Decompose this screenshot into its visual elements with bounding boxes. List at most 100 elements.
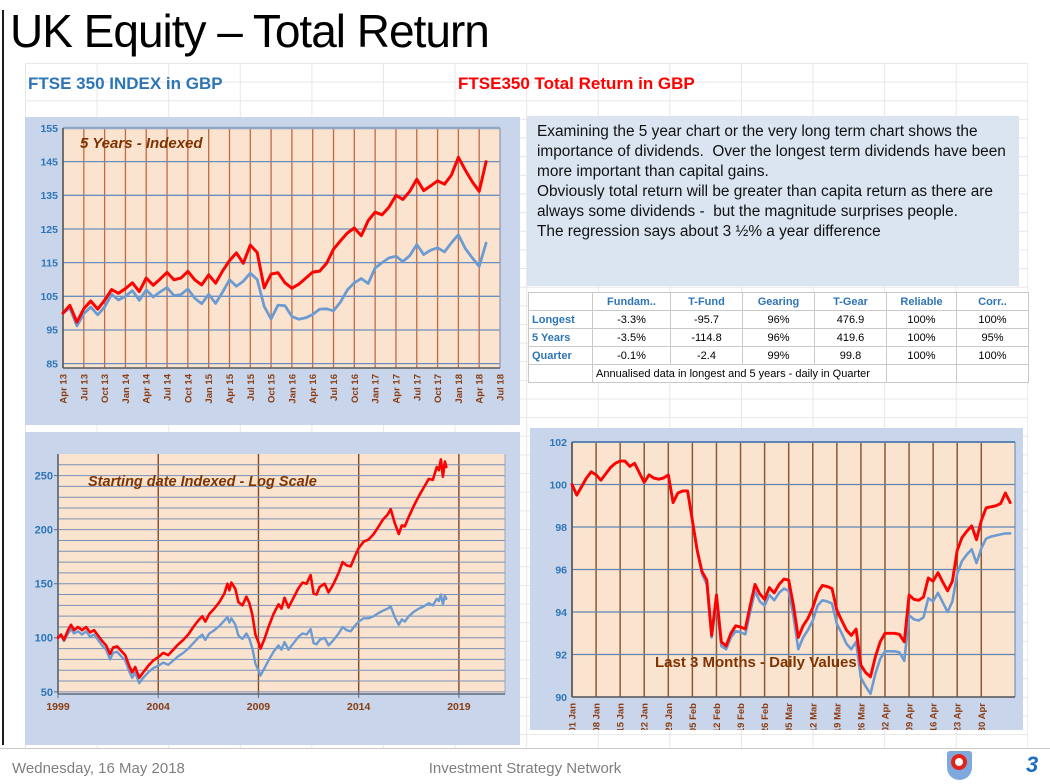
x-tick-label: 2004	[147, 701, 171, 713]
y-tick-label: 125	[40, 224, 58, 236]
x-tick-label: 2019	[447, 701, 471, 713]
stats-header-cell	[528, 292, 593, 311]
stats-value-cell: 100%	[956, 310, 1029, 329]
stats-value-cell: 96%	[742, 310, 815, 329]
x-tick-label: Jul 14	[163, 373, 174, 401]
network-logo-icon	[947, 751, 972, 780]
chart-svg-last-3-months: 90 92 94 96 98 100 102 01 Jan 08 Jan 15 Jan 22 Jan…	[549, 437, 1016, 730]
stats-value-cell: -2.4	[670, 346, 743, 365]
stats-row-label: 5 Years	[528, 328, 593, 347]
x-tick-label: 23 Apr	[953, 703, 964, 730]
footer-org-name: Investment Strategy Network	[428, 760, 622, 777]
x-tick-label: 08 Jan	[592, 703, 603, 730]
x-tick-label: 26 Mar	[856, 703, 867, 730]
y-tick-label: 94	[555, 607, 567, 619]
stats-table-body: Longest -3.3% -95.7 96% 476.9 100% 100% 5 Years…	[528, 310, 1029, 383]
y-tick-label: 145	[40, 156, 58, 168]
stats-value-cell: -3.3%	[592, 310, 671, 329]
y-tick-label: 135	[40, 190, 58, 202]
x-tick-label: 09 Apr	[905, 703, 916, 730]
stats-value-cell: -3.5%	[592, 328, 671, 347]
x-tick-label: Jul 15	[246, 373, 257, 401]
stats-note: Annualised data in longest and 5 years -…	[592, 364, 887, 383]
x-tick-label: 16 Apr	[929, 703, 940, 730]
commentary-text: Examining the 5 year chart or the very l…	[527, 116, 1019, 286]
chart-five-years-panel: 5 Years - Indexed 85 95 105 115 125 135 145 155…	[25, 117, 520, 425]
stats-row: Longest -3.3% -95.7 96% 476.9 100% 100%	[528, 310, 1029, 329]
chart-title-last-3-months: Last 3 Months - Daily Values	[655, 654, 857, 671]
footer-date: Wednesday, 16 May 2018	[12, 760, 185, 777]
x-tick-label: 12 Feb	[712, 703, 723, 730]
stats-value-cell: 99%	[742, 346, 815, 365]
stats-row-label: Quarter	[528, 346, 593, 365]
stats-table-head: Fundam.. T-Fund Gearing T-Gear Reliable Corr.…	[528, 292, 1029, 311]
y-tick-label: 90	[555, 692, 567, 704]
stats-row: 5 Years -3.5% -114.8 96% 419.6 100% 95%	[528, 328, 1029, 347]
chart-svg-five-years: 85 95 105 115 125 135 145 155 Apr 13 Jul 13 Oct 13…	[40, 123, 507, 404]
x-tick-label: 22 Jan	[640, 703, 651, 730]
x-tick-label: 2014	[347, 701, 371, 713]
chart-last-3-months-panel: Last 3 Months - Daily Values 90 92 94 96 98 1…	[530, 428, 1023, 730]
stats-value-cell: 99.8	[814, 346, 887, 365]
series-line-ftse-350-index	[56, 593, 448, 685]
x-tick-label: 15 Jan	[616, 703, 627, 730]
x-tick-label: Oct 13	[100, 374, 111, 403]
series-line-ftse350-total-return	[56, 458, 448, 680]
stats-value-cell: -114.8	[670, 328, 743, 347]
stats-value-cell: 476.9	[814, 310, 887, 329]
x-tick-label: Oct 17	[433, 374, 444, 403]
stats-value-cell: -95.7	[670, 310, 743, 329]
y-tick-label: 85	[46, 358, 58, 370]
x-tick-label: Jul 13	[79, 374, 90, 401]
x-tick-label: 29 Jan	[664, 703, 675, 730]
stats-header-cell: T-Gear	[814, 292, 887, 311]
header-label-index: FTSE 350 INDEX in GBP	[28, 74, 223, 93]
chart-title-long-term: Starting date Indexed - Log Scale	[88, 474, 317, 490]
stats-header-row: Fundam.. T-Fund Gearing T-Gear Reliable Corr.…	[528, 292, 1029, 311]
stats-value-cell: 96%	[742, 328, 815, 347]
y-tick-label: 92	[555, 649, 567, 661]
y-tick-label: 96	[555, 564, 567, 576]
stats-header-cell: Reliable	[886, 292, 957, 311]
plot-area	[58, 454, 505, 694]
stats-value-cell: -0.1%	[592, 346, 671, 365]
stats-note-row: Annualised data in longest and 5 years -…	[528, 364, 1029, 383]
stats-header-cell: Fundam..	[592, 292, 671, 311]
x-tick-label: Jan 15	[204, 373, 215, 403]
x-tick-label: Apr 15	[225, 373, 236, 403]
slide-border-left	[2, 10, 4, 745]
stats-table: Fundam.. T-Fund Gearing T-Gear Reliable Corr.…	[528, 292, 1029, 383]
x-tick-label: Oct 15	[267, 373, 278, 403]
y-tick-label: 100	[549, 479, 567, 491]
y-tick-label: 150	[35, 579, 53, 591]
x-tick-label: Jan 17	[371, 374, 382, 404]
page-title: UK Equity – Total Return	[10, 5, 490, 57]
x-tick-label: Apr 16	[308, 374, 319, 404]
stats-row: Quarter -0.1% -2.4 99% 99.8 100% 100%	[528, 346, 1029, 365]
stats-value-cell: 100%	[886, 310, 957, 329]
x-tick-label: 05 Mar	[784, 703, 795, 730]
x-tick-label: 02 Apr	[880, 703, 891, 730]
y-tick-label: 250	[35, 471, 53, 483]
y-tick-label: 95	[46, 325, 58, 337]
x-tick-label: Apr 14	[142, 373, 153, 403]
logo-ring-icon	[951, 754, 967, 770]
y-tick-label: 105	[40, 291, 58, 303]
x-tick-label: Jan 14	[121, 373, 132, 403]
x-tick-label: Oct 16	[350, 374, 361, 403]
y-tick-label: 50	[41, 687, 53, 699]
header-label-total-return: FTSE350 Total Return in GBP	[458, 74, 695, 93]
page-number: 3	[1026, 752, 1039, 777]
y-tick-label: 155	[40, 123, 58, 135]
stats-value-cell: 100%	[886, 346, 957, 365]
x-tick-label: Apr 17	[391, 374, 402, 404]
x-tick-label: 26 Feb	[760, 703, 771, 730]
x-tick-label: Jul 17	[412, 374, 423, 401]
chart-svg-long-term: 50 100 150 200 250 1999 2004 2009 2014 2019	[35, 454, 506, 713]
x-tick-label: Jul 18	[496, 374, 507, 401]
footer-divider	[0, 748, 1050, 749]
series-line-ftse350-total-return	[570, 459, 1012, 679]
x-tick-label: 30 Apr	[977, 703, 988, 730]
stats-value-cell: 419.6	[814, 328, 887, 347]
stats-empty-cell	[528, 364, 593, 383]
